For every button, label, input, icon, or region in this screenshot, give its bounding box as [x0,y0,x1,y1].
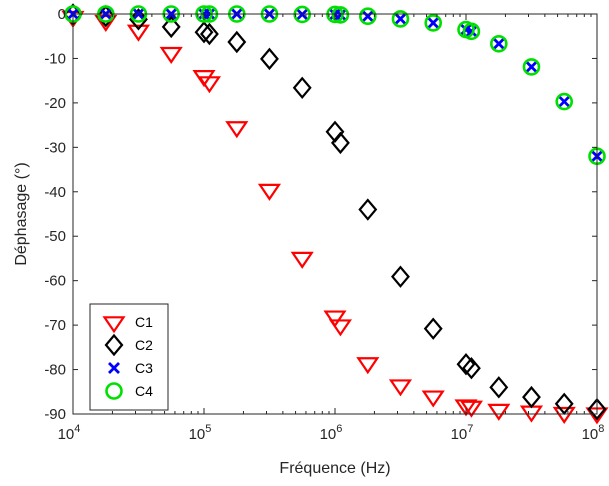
data-point-c3 [558,95,571,108]
data-point-c2 [292,76,312,99]
data-point-c3 [334,8,347,21]
data-point-c2 [489,376,509,399]
data-point-c1 [459,400,483,418]
x-tick-label: 106 [320,423,343,443]
data-point-c2 [161,15,181,39]
legend-label-c2: C2 [135,337,153,353]
x-tick-label: 108 [582,423,605,443]
data-point-c2 [96,5,116,28]
legend: C1 C2 C3 C4 [89,303,169,411]
x-tick-label: 105 [189,423,212,443]
y-tick-label: -80 [44,362,66,379]
y-tick-label: -20 [44,95,66,112]
data-point-c4 [555,92,574,111]
legend-marker-c2 [104,333,124,357]
data-point-c1 [290,251,314,269]
y-tick-label: 0 [58,6,66,23]
legend-marker-c4 [105,382,123,400]
data-point-c4 [359,7,377,26]
y-tick-label: -40 [44,184,66,201]
y-tick-label: -30 [44,139,66,156]
data-point-c1 [328,319,352,337]
data-point-c2 [358,198,378,221]
y-tick-label: -50 [44,228,66,245]
plot-area [61,3,609,425]
data-point-c1 [126,24,151,42]
data-point-c1 [487,403,511,421]
data-point-c3 [492,37,505,50]
data-point-c1 [356,357,380,375]
data-point-c2 [522,385,541,409]
data-point-c1 [388,379,413,397]
data-point-c4 [424,14,443,32]
data-point-c1 [159,46,183,64]
x-axis-title: Fréquence (Hz) [279,460,390,477]
data-point-c2 [456,353,476,376]
y-tick-label: -70 [44,317,66,334]
data-point-c1 [257,183,282,201]
legend-box [89,303,169,411]
data-point-c2 [554,392,574,415]
legend-marker-c3 [108,362,120,374]
data-point-c2 [129,8,148,31]
data-point-c1 [225,121,249,139]
data-point-c2 [423,317,443,340]
data-point-c3 [465,25,478,38]
data-point-c4 [522,58,541,76]
data-point-c3 [361,10,374,23]
y-tick-label: -10 [44,50,66,67]
x-tick-label: 107 [451,423,474,443]
data-point-c4 [490,34,508,53]
y-tick-label: -90 [44,406,66,423]
data-point-c4 [391,10,410,28]
legend-label-c3: C3 [135,360,153,376]
data-point-c1 [197,76,221,94]
data-point-c2 [391,265,410,288]
data-point-c1 [94,14,118,32]
data-point-c4 [462,22,481,41]
data-point-c2 [199,22,219,46]
legend-label-c1: C1 [135,314,153,330]
data-point-c3 [525,60,538,73]
x-tick-label: 104 [58,423,81,443]
data-point-c4 [331,6,350,24]
data-point-c2 [587,397,607,421]
data-point-c2 [330,131,350,155]
data-point-c1 [552,406,576,424]
data-point-c3 [427,16,440,29]
data-point-c2 [227,30,247,54]
data-point-c1 [421,390,445,408]
data-point-c1 [323,310,347,328]
legend-label-c4: C4 [135,383,153,399]
legend-marker-c1 [102,316,126,334]
series-c2 [63,3,607,421]
y-axis-title: Déphasage (°) [13,162,30,265]
data-point-c2 [461,357,481,380]
data-point-c2 [260,47,279,71]
data-point-c2 [194,21,214,44]
y-tick-label: -60 [44,273,66,290]
data-point-c1 [454,399,478,417]
